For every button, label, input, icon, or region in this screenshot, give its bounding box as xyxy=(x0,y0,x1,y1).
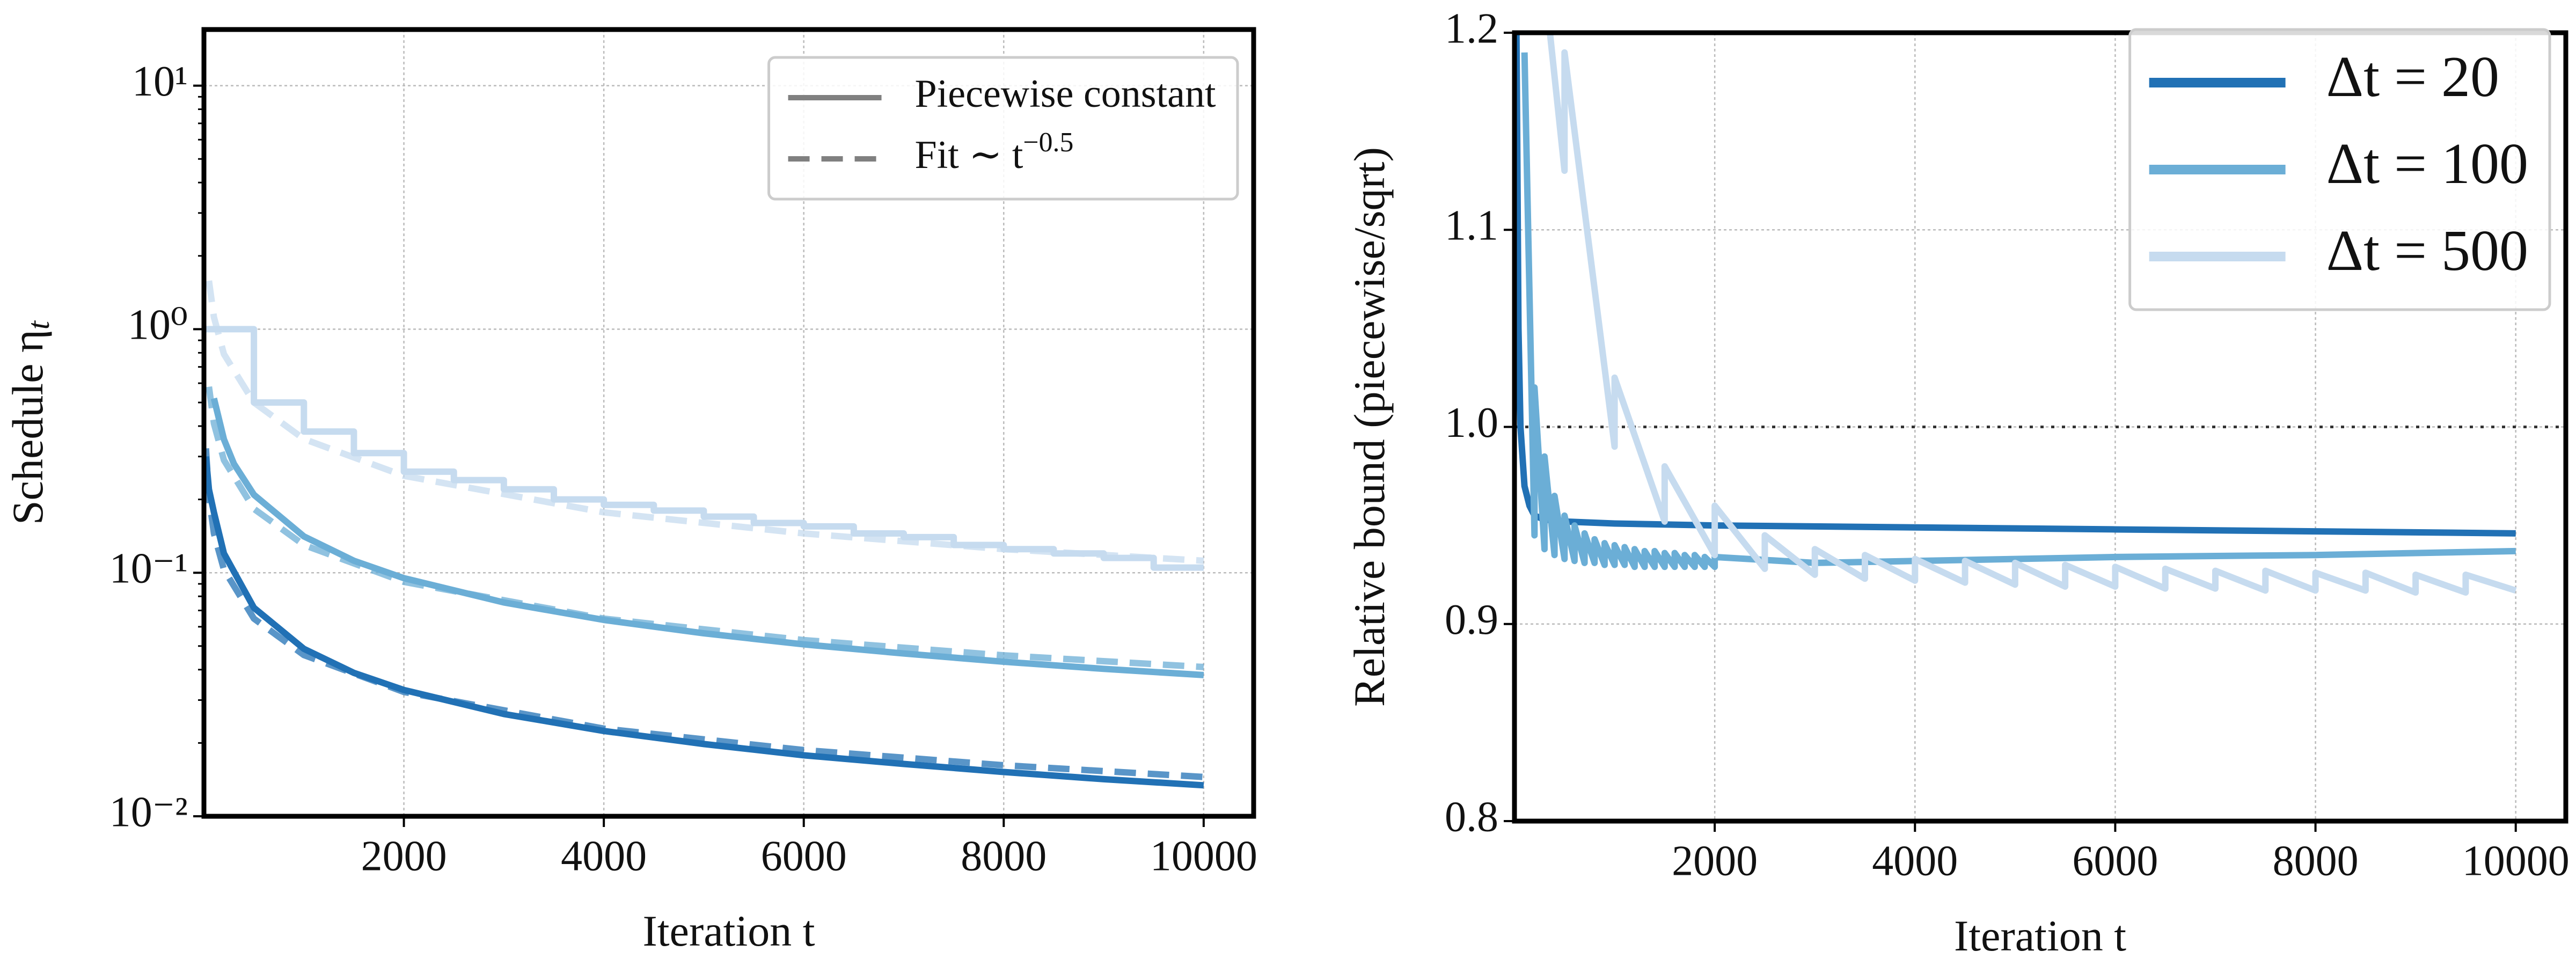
x-axis-label: Iteration t xyxy=(642,906,815,955)
axes-frame xyxy=(201,27,1256,819)
legend: Δt = 20 Δt = 100 Δt = 500 xyxy=(2128,28,2551,311)
series-line xyxy=(204,326,1204,571)
series-line xyxy=(1521,52,2516,570)
x-axis-label: Iteration t xyxy=(1954,911,2126,960)
x-tick-label: 6000 xyxy=(761,832,847,880)
y-tick-label: 10¹ xyxy=(132,58,188,105)
legend-label: Piecewise constant xyxy=(915,72,1216,116)
x-tick-label: 10000 xyxy=(1150,832,1257,880)
x-tick-label: 2000 xyxy=(361,832,447,880)
legend-label: Δt = 100 xyxy=(2326,132,2528,196)
legend-label-text: Piecewise constant xyxy=(915,72,1216,116)
y-axis-label: Relative bound (piecewise/sqrt) xyxy=(1345,147,1394,707)
legend: Piecewise constant Fit ∼ t−0.5 xyxy=(767,56,1239,201)
legend-box xyxy=(767,56,1239,201)
y-axis-label: Schedule ηt xyxy=(3,320,56,525)
y-tick-label: 10⁰ xyxy=(128,302,188,349)
legend-label: Fit ∼ t−0.5 xyxy=(915,127,1074,177)
y-tick-label: 10⁻² xyxy=(109,788,188,836)
y-tick-label: 0.8 xyxy=(1445,793,1498,840)
x-tick-label: 8000 xyxy=(961,832,1046,880)
x-tick-label: 4000 xyxy=(561,832,647,880)
y-tick-label: 0.9 xyxy=(1445,596,1498,643)
legend-label-sup: −0.5 xyxy=(1023,127,1073,158)
legend-box xyxy=(2128,28,2551,311)
legend-label: Δt = 20 xyxy=(2326,45,2499,109)
series-line xyxy=(204,448,1204,780)
y-axis-label-main: Relative bound (piecewise/sqrt) xyxy=(1345,147,1394,707)
series-line xyxy=(206,280,1204,564)
y-axis-label-sub: t xyxy=(21,320,56,330)
y-axis-label-main: Schedule η xyxy=(3,330,52,525)
series-line xyxy=(1547,33,2517,596)
series-line xyxy=(204,456,1204,789)
x-tick-label: 6000 xyxy=(2072,837,2158,884)
x-tick-label: 4000 xyxy=(1872,837,1958,884)
x-tick-label: 8000 xyxy=(2273,837,2359,884)
series-line xyxy=(210,397,1204,678)
y-tick-label: 1.2 xyxy=(1445,5,1498,52)
y-tick-label: 10⁻¹ xyxy=(109,545,188,592)
y-tick-label: 1.0 xyxy=(1445,399,1498,447)
legend-label-text: Fit ∼ t xyxy=(915,133,1023,177)
x-tick-label: 2000 xyxy=(1672,837,1758,884)
legend-label: Δt = 500 xyxy=(2326,219,2528,283)
y-tick-label: 1.1 xyxy=(1445,202,1498,250)
x-tick-label: 10000 xyxy=(2462,837,2570,884)
